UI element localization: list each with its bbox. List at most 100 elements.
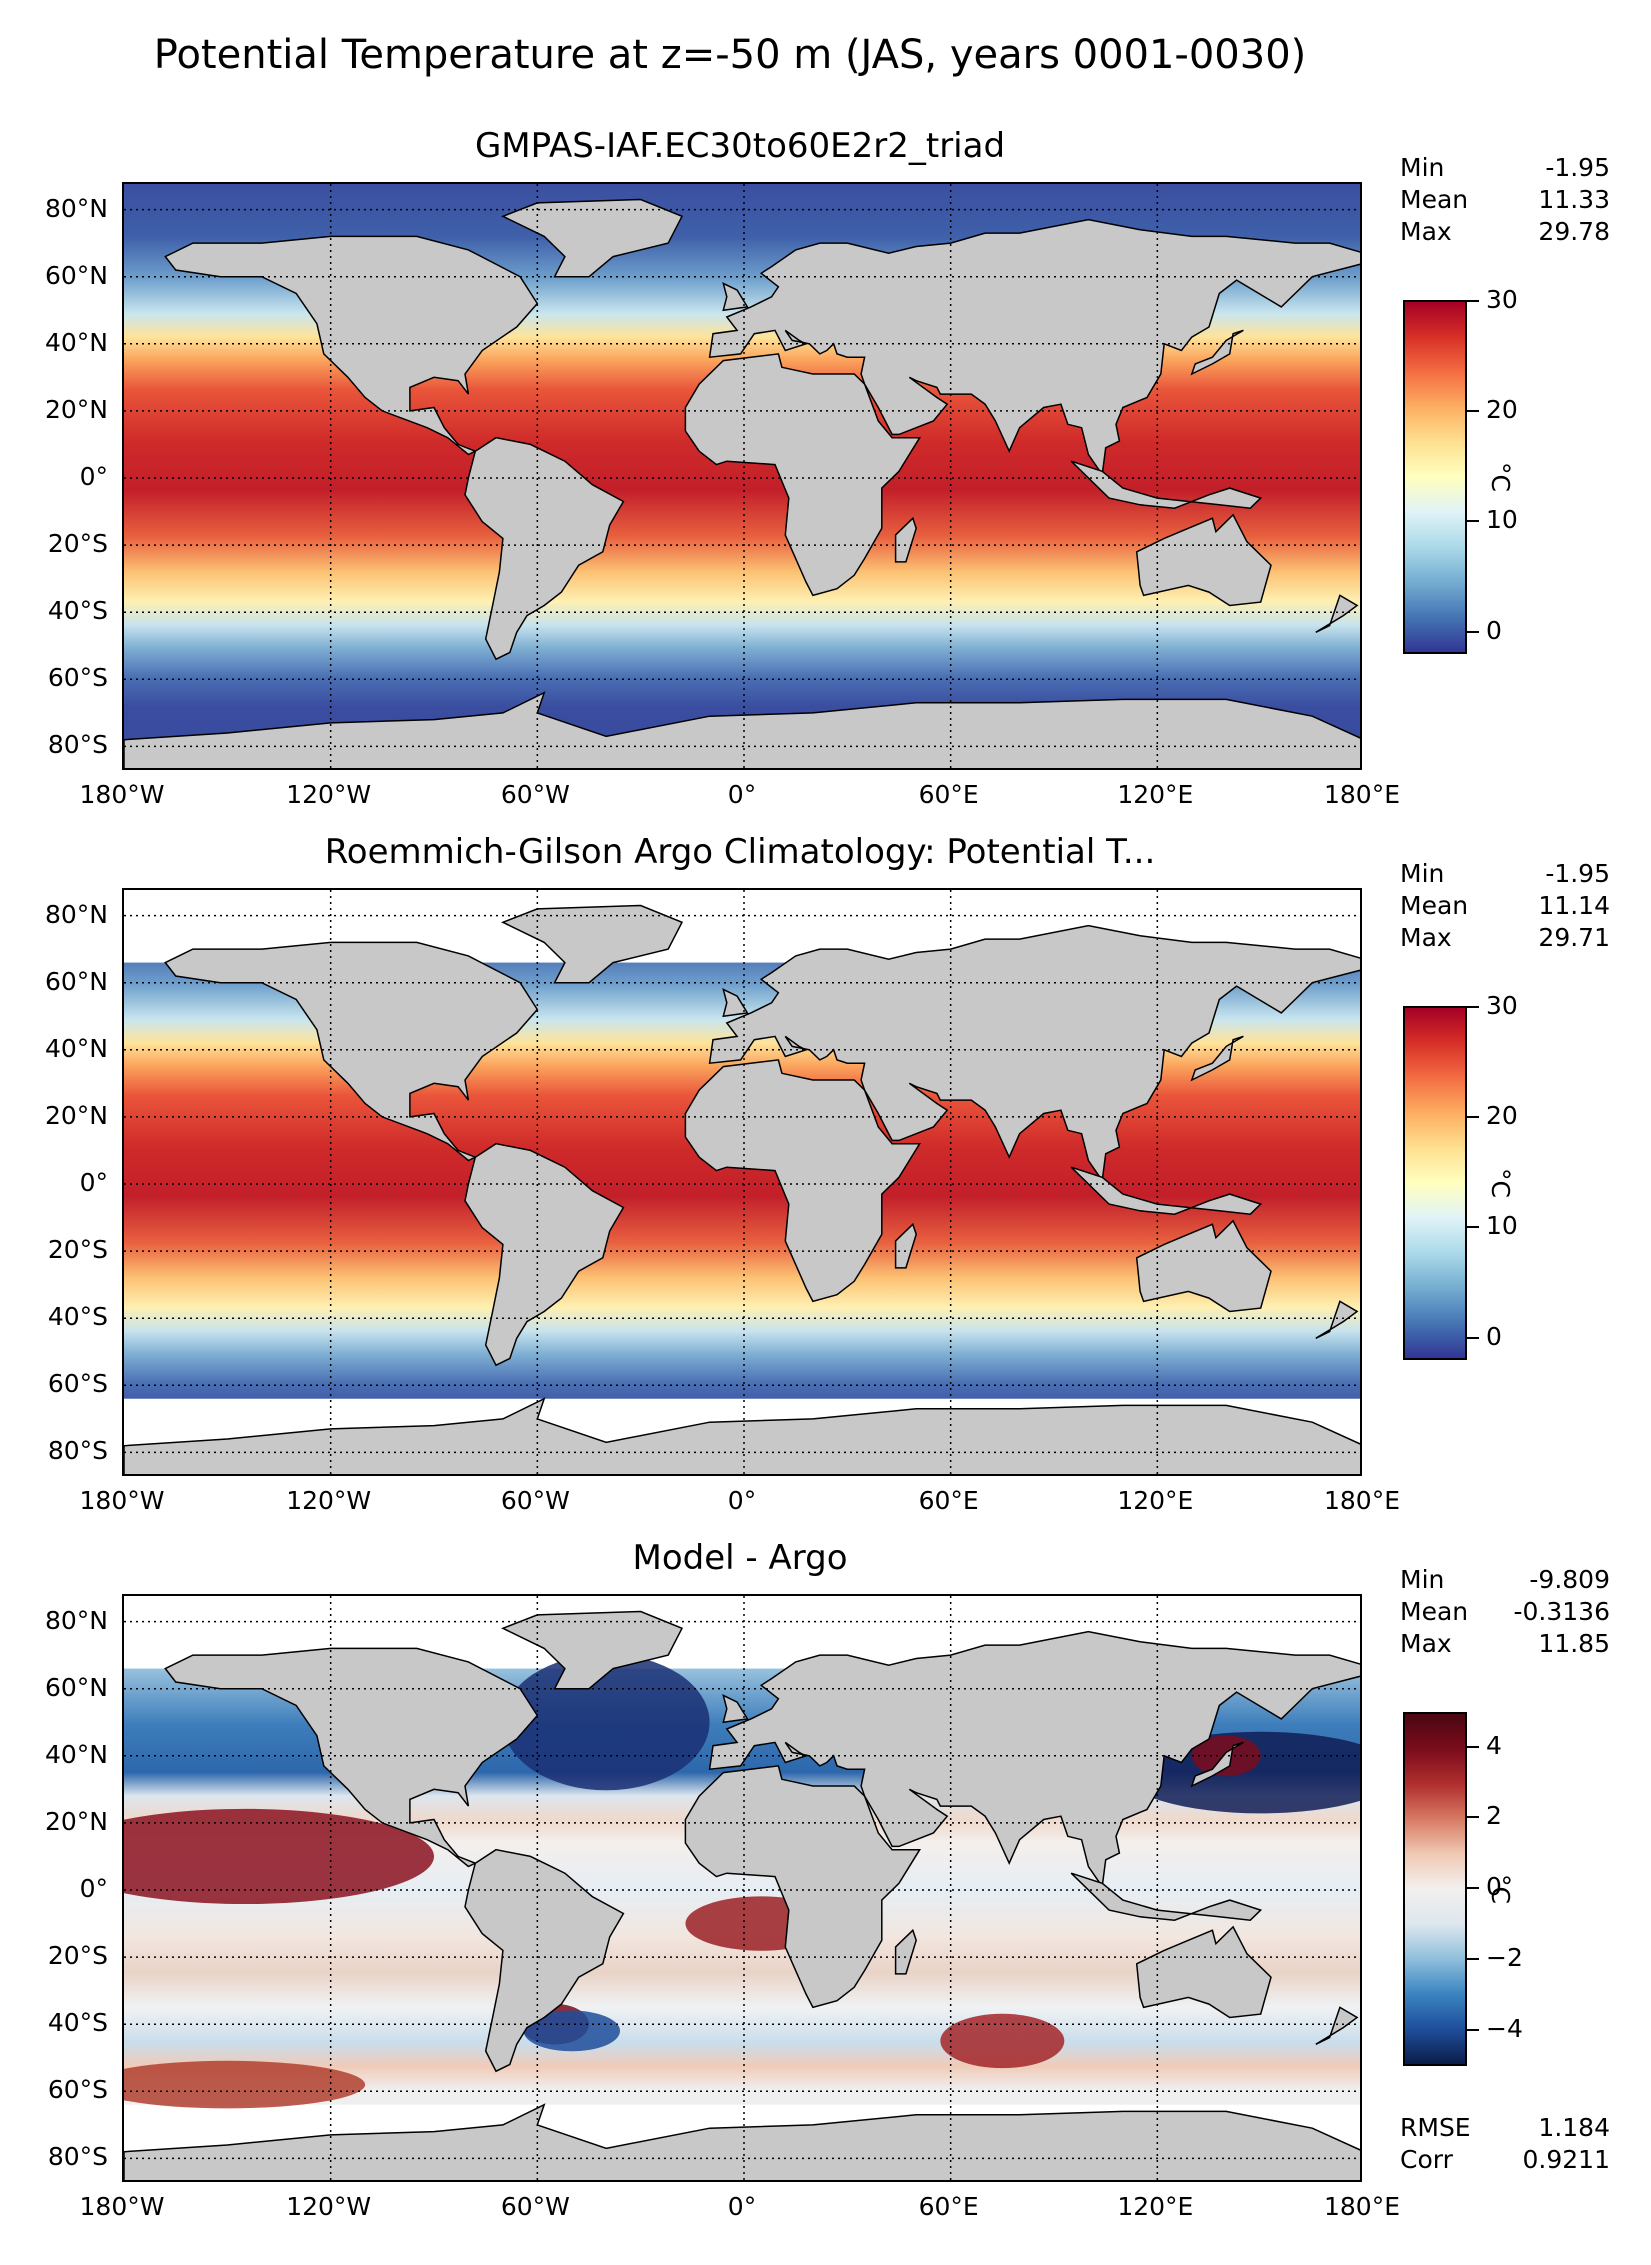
lat-tick-label: 40°N <box>44 1739 108 1769</box>
lon-tick-label: 180°W <box>79 1486 165 1515</box>
lon-tick-label: 0° <box>727 780 757 809</box>
lon-tick-label: 60°E <box>918 1486 979 1515</box>
landmass-madagascar <box>894 516 917 563</box>
colorbar-tick-label: 20 <box>1486 395 1518 424</box>
lat-tick-label: 60°S <box>47 663 108 693</box>
landmass-indonesia <box>1070 1872 1263 1921</box>
colorbar-tick-label: 2 <box>1486 1801 1502 1830</box>
lat-tick-label: 0° <box>79 1874 108 1903</box>
landmass-antarctica <box>124 2103 1360 2180</box>
lat-tick-label: 80°S <box>47 730 108 760</box>
stat-value: 11.85 <box>1538 1629 1610 1658</box>
lon-tick-label: 120°W <box>286 1486 372 1515</box>
landmass-nz <box>1315 594 1359 633</box>
stat-value: 29.78 <box>1538 217 1610 246</box>
gridlines <box>124 1596 1360 2180</box>
gridlines <box>124 184 1360 768</box>
stat-value: -9.809 <box>1529 1565 1610 1594</box>
lon-tick-label: 60°W <box>500 780 570 809</box>
lon-tick-label: 120°E <box>1117 2192 1194 2221</box>
colorbar-tick-label: 30 <box>1486 991 1518 1020</box>
lon-tick-label: 180°W <box>79 2192 165 2221</box>
lat-tick-label: 80°S <box>47 1436 108 1466</box>
lat-tick-label: 20°S <box>47 529 108 559</box>
stat-value: -0.3136 <box>1513 1597 1611 1626</box>
colorbar-tick-label: −4 <box>1486 2014 1523 2043</box>
anomaly-region <box>124 1808 434 1905</box>
landmass-japan <box>1190 329 1244 376</box>
lon-tick-label: 60°W <box>500 2192 570 2221</box>
landmass-australia <box>1135 513 1272 607</box>
lon-tick-label: 180°W <box>79 780 165 809</box>
lon-tick-label: 120°E <box>1117 780 1194 809</box>
colorbar-tick-label: 0 <box>1486 616 1502 645</box>
landmass-australia <box>1135 1219 1272 1313</box>
lat-tick-label: 80°N <box>44 899 108 929</box>
colorbar-unit: °C <box>1486 1874 1515 1904</box>
stat-label: Min <box>1400 859 1445 888</box>
landmass-africa <box>684 353 922 597</box>
colorbar-unit: °C <box>1486 462 1515 492</box>
panel-1-title: GMPAS-IAF.EC30to60E2r2_triad <box>474 126 1006 166</box>
colorbar-unit: °C <box>1486 1168 1515 1198</box>
colorbar-tick-label: 4 <box>1486 1731 1502 1760</box>
lat-tick-label: 60°N <box>44 966 108 996</box>
stat-label: Corr <box>1400 2145 1453 2174</box>
lat-tick-label: 20°N <box>44 394 108 424</box>
landmass-nz <box>1315 2006 1359 2045</box>
lat-tick-label: 0° <box>79 1168 108 1197</box>
landmass-greenland <box>501 1610 684 1690</box>
panel-2-colorbar <box>1403 1006 1467 1360</box>
panel-3-stats: Min -9.809 Mean -0.3136 Max 11.85 <box>1400 1564 1610 1660</box>
colorbar-tick-label: 30 <box>1486 285 1518 314</box>
land-layer <box>124 198 1360 768</box>
stat-value: -1.95 <box>1545 153 1610 182</box>
land-layer <box>124 1610 1360 2180</box>
landmass-australia <box>1135 1925 1272 2019</box>
lat-tick-label: 80°S <box>47 2142 108 2172</box>
panel-1-colorbar <box>1403 300 1467 654</box>
panel-1-map <box>122 182 1362 770</box>
landmass-samerica <box>464 1848 625 2073</box>
lon-tick-label: 180°E <box>1323 1486 1400 1515</box>
landmass-namerica <box>164 235 539 456</box>
lat-tick-label: 20°S <box>47 1941 108 1971</box>
landmass-eurasia <box>708 1630 1360 1889</box>
lat-tick-label: 0° <box>79 462 108 491</box>
landmass-eurasia <box>708 924 1360 1183</box>
stat-value: -1.95 <box>1545 859 1610 888</box>
landmass-namerica <box>164 941 539 1162</box>
landmass-japan <box>1190 1035 1244 1082</box>
lat-tick-label: 20°N <box>44 1806 108 1836</box>
lat-tick-label: 80°N <box>44 193 108 223</box>
stat-label: RMSE <box>1400 2113 1471 2142</box>
landmass-uk <box>722 1694 749 1724</box>
landmass-nz <box>1315 1300 1359 1339</box>
lon-tick-label: 180°E <box>1323 2192 1400 2221</box>
stat-label: Mean <box>1400 1597 1469 1626</box>
colorbar-gradient <box>1405 302 1465 652</box>
panel-3-colorbar <box>1403 1712 1467 2066</box>
landmass-africa <box>684 1059 922 1303</box>
lon-tick-label: 120°E <box>1117 1486 1194 1515</box>
landmass-greenland <box>501 904 684 984</box>
landmass-samerica <box>464 436 625 661</box>
lon-tick-label: 60°W <box>500 1486 570 1515</box>
panel-2-title: Roemmich-Gilson Argo Climatology: Potent… <box>324 832 1156 872</box>
lon-tick-label: 60°E <box>918 780 979 809</box>
landmass-namerica <box>164 1647 539 1868</box>
stat-label: Mean <box>1400 891 1469 920</box>
colorbar-tick-label: 10 <box>1486 505 1518 534</box>
lat-tick-label: 40°S <box>47 1302 108 1332</box>
lon-tick-label: 180°E <box>1323 780 1400 809</box>
stat-value: 1.184 <box>1538 2113 1610 2142</box>
landmass-antarctica <box>124 1397 1360 1474</box>
landmass-samerica <box>464 1142 625 1367</box>
map-canvas <box>124 184 1360 768</box>
colorbar-tick-label: 0 <box>1486 1872 1502 1901</box>
lat-tick-label: 40°S <box>47 2008 108 2038</box>
colorbar-gradient <box>1405 1008 1465 1358</box>
land-layer <box>124 904 1360 1474</box>
lat-tick-label: 40°N <box>44 1033 108 1063</box>
lat-tick-label: 80°N <box>44 1605 108 1635</box>
